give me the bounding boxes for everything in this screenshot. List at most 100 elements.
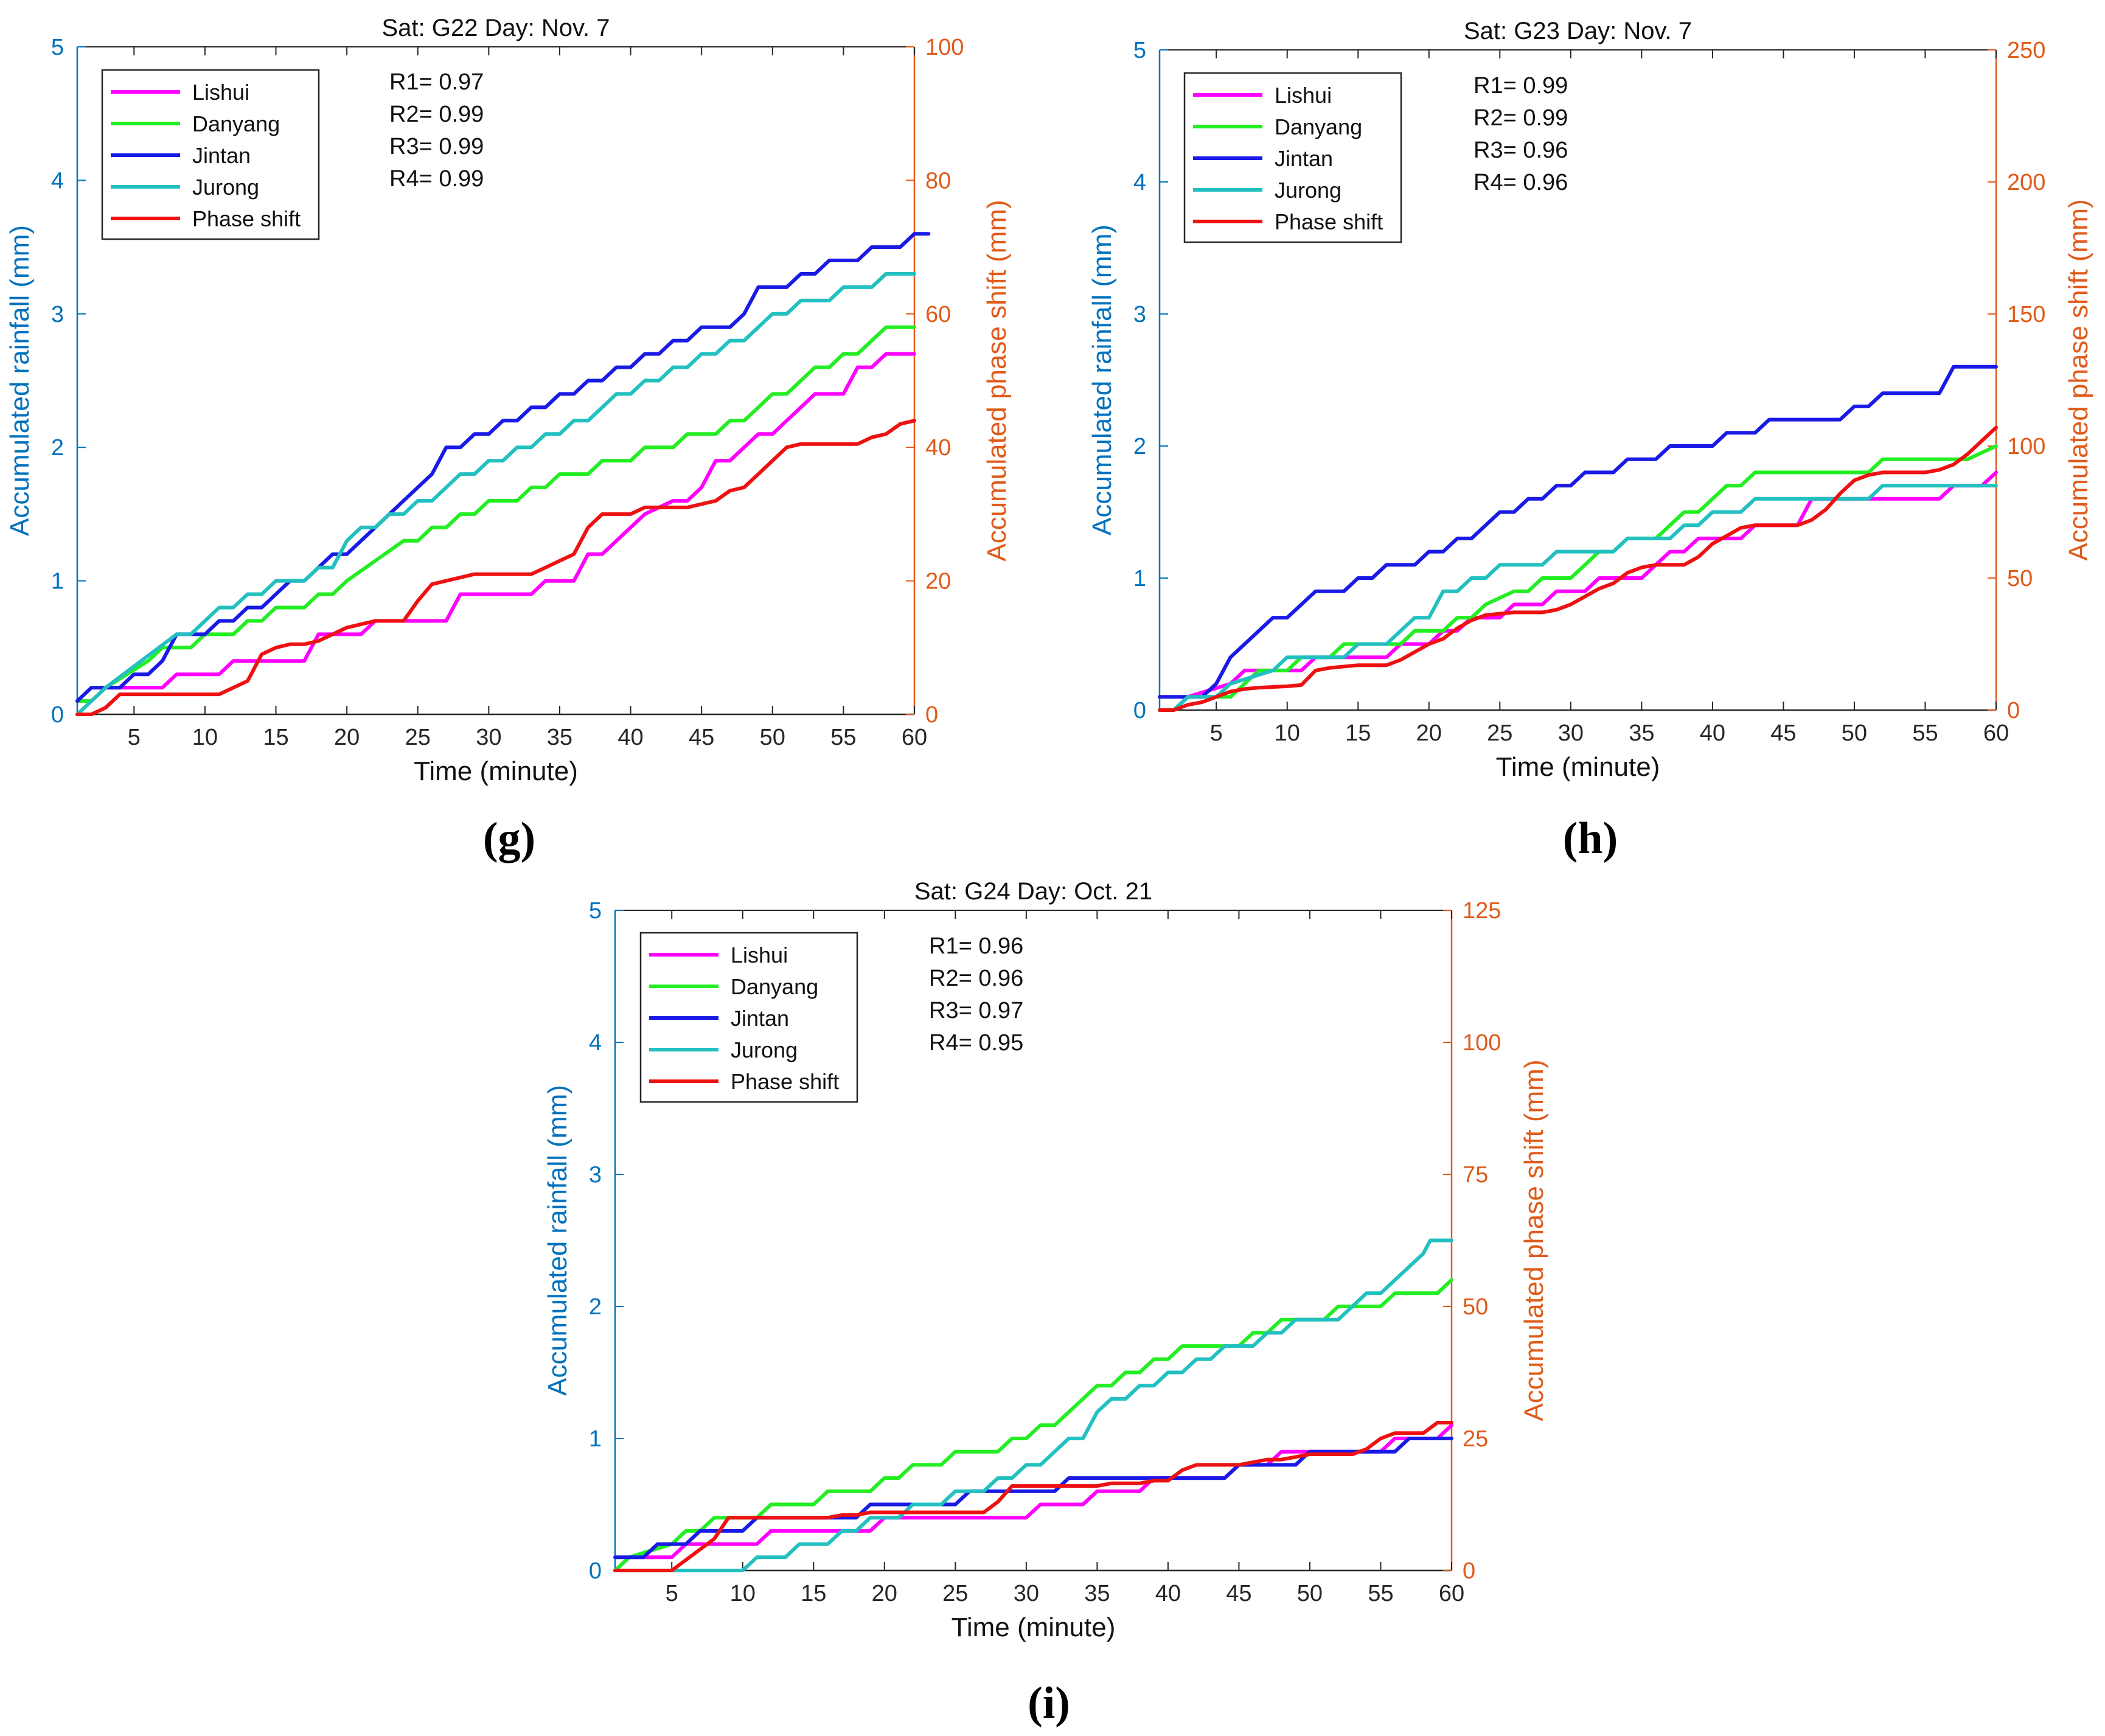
chart-panel-h: 5 10 15 20 25 30 35 40 45 50 55 6001234505010015020… [1087,18,2093,782]
legend-label-lishui: Lishui [731,943,788,967]
left-y-tick-label: 5 [51,35,64,60]
correlation-annotation: R1= 0.97 [389,69,484,95]
x-tick-label: 45 [689,725,714,750]
x-tick-label: 35 [1629,720,1654,746]
panel-label-i: (i) [1028,1678,1070,1728]
left-y-tick-label: 3 [51,302,64,327]
x-tick-label: 55 [830,725,856,750]
x-tick-label: 40 [618,725,643,750]
series-line-jintan [1158,364,1998,699]
correlation-annotation: R4= 0.96 [1474,170,1568,195]
correlation-annotation: R2= 0.99 [1474,105,1568,131]
chart-panel-g: 5 10 15 20 25 30 35 40 45 50 55 6001234502040608010… [5,15,1012,786]
series-line-lishui [613,1423,1453,1572]
x-tick-label: 10 [192,725,218,750]
left-y-tick-label: 2 [51,435,64,461]
series-line-jintan [75,232,931,703]
right-y-tick-label: 100 [925,35,964,60]
series-line-phase-shift [1158,425,1998,712]
correlation-annotation: R3= 0.99 [389,134,484,159]
left-y-axis-label: Accumulated rainfall (mm) [543,1085,572,1396]
x-tick-label: 50 [1842,720,1867,746]
x-tick-label: 40 [1700,720,1725,746]
x-tick-label: 20 [334,725,360,750]
series-line-lishui [75,352,916,703]
x-tick-label: 30 [476,725,501,750]
right-y-tick-label: 50 [2007,566,2033,591]
legend-label-phase-shift: Phase shift [1275,209,1383,234]
x-tick-label: 15 [801,1581,826,1606]
legend-label-danyang: Danyang [731,974,818,999]
chart-title: Sat: G22 Day: Nov. 7 [382,15,610,41]
right-y-axis-label: Accumulated phase shift (mm) [1519,1059,1549,1421]
left-y-tick-label: 1 [1133,566,1146,591]
x-tick-label: 20 [1416,720,1442,746]
x-tick-label: 15 [1345,720,1371,746]
x-tick-label: 25 [942,1581,968,1606]
legend-label-jurong: Jurong [731,1037,798,1062]
left-y-tick-label: 1 [51,569,64,594]
left-y-tick-label: 3 [589,1162,602,1188]
chart-title: Sat: G23 Day: Nov. 7 [1464,18,1692,44]
series-line-jurong [613,1238,1453,1572]
x-tick-label: 35 [547,725,572,750]
x-axis-label: Time (minute) [1496,752,1660,782]
left-y-tick-label: 5 [589,898,602,924]
left-y-tick-label: 1 [589,1426,602,1452]
right-y-tick-label: 20 [925,569,951,594]
panel-label-g: (g) [483,814,535,863]
right-y-tick-label: 40 [925,435,951,461]
left-y-tick-label: 3 [1133,302,1146,327]
right-y-tick-label: 200 [2007,170,2045,195]
correlation-annotation: R3= 0.97 [929,998,1023,1023]
x-tick-label: 55 [1368,1581,1393,1606]
legend-label-jurong: Jurong [192,175,259,200]
x-tick-label: 5 [1210,720,1223,746]
x-tick-label: 25 [405,725,431,750]
correlation-annotation: R2= 0.96 [929,966,1023,991]
legend-label-jintan: Jintan [731,1006,789,1031]
series-line-danyang [1158,444,1998,712]
left-y-tick-label: 4 [589,1030,602,1056]
x-tick-label: 5 [128,725,141,750]
right-y-axis-label: Accumulated phase shift (mm) [2064,199,2093,560]
right-y-axis-label: Accumulated phase shift (mm) [982,200,1012,561]
left-y-axis-label: Accumulated rainfall (mm) [1087,225,1117,535]
x-tick-label: 40 [1155,1581,1181,1606]
series-line-jurong [1158,484,1998,712]
legend-label-phase-shift: Phase shift [731,1069,839,1094]
right-y-tick-label: 150 [2007,302,2045,327]
correlation-annotation: R3= 0.96 [1474,138,1568,163]
x-axis-label: Time (minute) [952,1612,1116,1642]
legend-label-jintan: Jintan [192,143,251,168]
x-axis-label: Time (minute) [414,756,578,786]
x-tick-label: 10 [730,1581,756,1606]
x-tick-label: 30 [1014,1581,1039,1606]
series-line-danyang [613,1278,1453,1572]
series-line-phase-shift [613,1421,1453,1572]
x-tick-label: 50 [1297,1581,1323,1606]
right-y-tick-label: 250 [2007,38,2045,63]
left-y-tick-label: 4 [51,168,64,193]
right-y-tick-label: 80 [925,168,951,193]
right-y-tick-label: 50 [1463,1294,1488,1320]
legend-label-phase-shift: Phase shift [192,206,301,231]
chart-panel-i: 5 10 15 20 25 30 35 40 45 50 55 6001234502550751001… [543,878,1549,1642]
right-y-tick-label: 0 [1463,1558,1475,1584]
x-tick-label: 60 [1439,1581,1464,1606]
right-y-tick-label: 100 [1463,1030,1501,1056]
left-y-tick-label: 2 [1133,434,1146,459]
x-tick-label: 10 [1275,720,1300,746]
left-y-tick-label: 0 [51,702,64,728]
left-y-axis-label: Accumulated rainfall (mm) [5,225,35,536]
series-line-jintan [613,1437,1453,1560]
correlation-annotation: R1= 0.99 [1474,73,1568,99]
right-y-tick-label: 0 [2007,698,2020,723]
x-tick-label: 30 [1558,720,1584,746]
right-y-tick-label: 100 [2007,434,2045,459]
series-line-phase-shift [75,419,916,716]
panel-label-h: (h) [1563,814,1618,863]
series-line-jurong [75,272,916,716]
x-tick-label: 45 [1226,1581,1251,1606]
